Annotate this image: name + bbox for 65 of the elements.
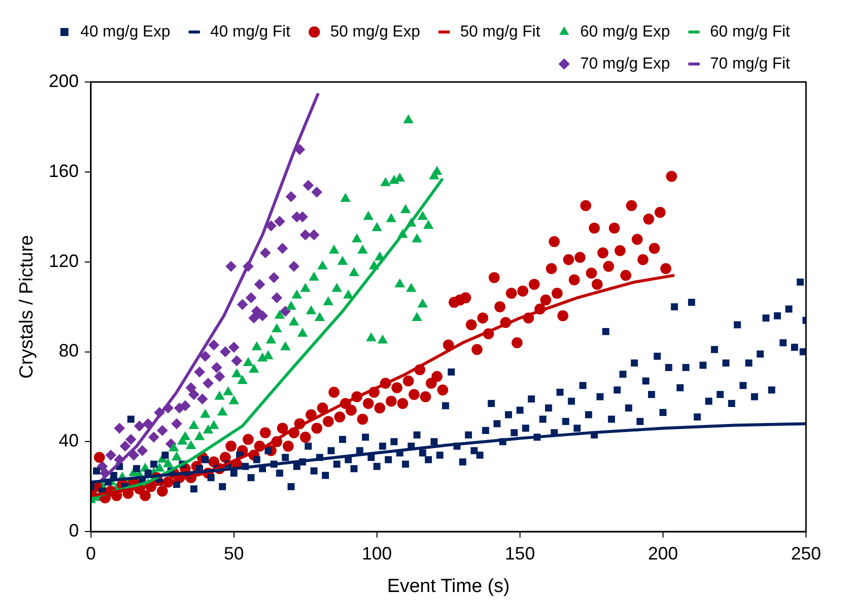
- point: [274, 216, 286, 227]
- point: [226, 260, 237, 272]
- point: [286, 191, 297, 202]
- point: [276, 242, 288, 254]
- point: [294, 144, 306, 155]
- legend-label: 50 mg/g Exp: [330, 23, 420, 40]
- point: [256, 310, 268, 322]
- point: [236, 299, 248, 310]
- point: [302, 180, 314, 191]
- x-tick-label: 150: [504, 543, 535, 564]
- point: [105, 450, 116, 461]
- point: [251, 306, 262, 317]
- point: [211, 362, 222, 373]
- point: [134, 420, 145, 432]
- point: [148, 432, 160, 443]
- point: [280, 306, 291, 317]
- point: [188, 388, 200, 400]
- point: [254, 278, 266, 290]
- point: [300, 229, 311, 240]
- x-tick-label: 200: [648, 543, 678, 564]
- legend-label: 50 mg/g Fit: [460, 23, 541, 40]
- y-axis-title: Crystals / Picture: [16, 235, 38, 379]
- point: [271, 292, 282, 304]
- point: [311, 186, 322, 198]
- point: [246, 292, 257, 304]
- legend-label: 60 mg/g Exp: [580, 23, 670, 40]
- legend-label: 70 mg/g Fit: [710, 55, 791, 72]
- y-tick-label: 200: [48, 70, 79, 91]
- legend-label: 40 mg/g Exp: [80, 23, 170, 40]
- x-tick-label: 100: [362, 543, 392, 564]
- legend-label: 60 mg/g Fit: [710, 23, 791, 40]
- point: [185, 382, 196, 394]
- y-tick-label: 40: [58, 430, 79, 451]
- point: [120, 440, 131, 452]
- point: [196, 393, 208, 404]
- point: [180, 400, 191, 412]
- point: [125, 434, 136, 445]
- point: [268, 272, 280, 284]
- point: [220, 346, 231, 358]
- legend-label: 70 mg/g Exp: [580, 55, 670, 72]
- y-tick-label: 160: [48, 160, 79, 181]
- point: [260, 247, 271, 258]
- point: [308, 229, 320, 240]
- point: [202, 378, 214, 389]
- point: [266, 220, 277, 232]
- legend-label: 40 mg/g Fit: [210, 23, 291, 40]
- y-tick-label: 0: [68, 520, 79, 541]
- point: [208, 340, 220, 351]
- point: [194, 366, 206, 378]
- point: [231, 355, 242, 366]
- y-tick-label: 120: [48, 250, 79, 271]
- point: [228, 342, 240, 353]
- point: [136, 445, 148, 456]
- y-tick-label: 80: [58, 340, 79, 361]
- x-tick-label: 50: [224, 543, 244, 564]
- point: [156, 424, 168, 436]
- point: [248, 312, 260, 324]
- point: [114, 422, 125, 434]
- point: [288, 260, 300, 272]
- point: [200, 350, 211, 362]
- point: [214, 370, 226, 382]
- x-tick-label: 0: [86, 543, 96, 564]
- x-axis-title: Event Time (s): [387, 576, 510, 597]
- point: [171, 418, 182, 430]
- x-tick-label: 250: [790, 543, 822, 564]
